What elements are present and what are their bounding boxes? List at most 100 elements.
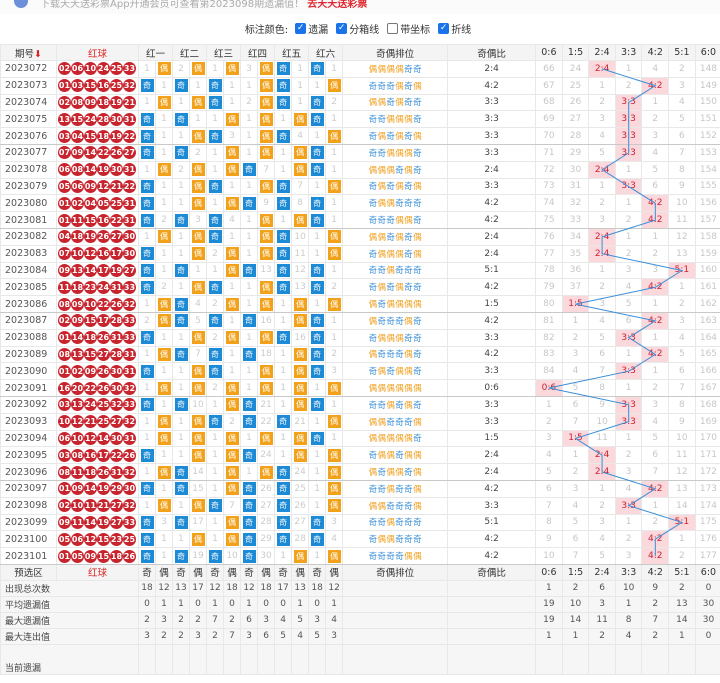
odd-tag: 奇 [276,532,290,546]
ratio-miss-cell: 4 [614,278,643,297]
position-hit-cell: 偶 [154,429,174,448]
position-miss-cell: 1 [154,479,174,498]
position-header-6: 红六 [308,44,344,61]
pattern-glyph: 偶 [368,350,378,361]
even-tag: 偶 [191,62,205,76]
stats-value: 0 [694,579,720,597]
red-ball: 31 [123,431,136,445]
odd-tag: 奇 [208,280,222,294]
footer-odd-even-label: 奇 [240,563,259,581]
position-hit-cell: 偶 [189,429,208,448]
position-hit-cell: 偶 [257,93,276,112]
ratio-miss-cell: 34 [561,227,590,246]
position-miss-cell: 1 [240,177,259,196]
odd-tag: 奇 [140,79,154,93]
legend-option-section-line[interactable]: ✓ 分箱线 [336,21,379,36]
odd-even-ratio: 3:3 [447,143,537,162]
footer-pattern-label: 奇偶排位 [342,563,449,581]
red-ball: 22 [110,213,123,227]
stats-value: 17 [189,579,208,597]
odd-even-ratio: 4:2 [447,345,537,364]
odd-tag: 奇 [310,398,324,412]
issue-header[interactable]: 期号⬇ [0,44,57,61]
ratio-miss-cell: 3 [535,429,563,448]
position-hit-cell: 偶 [189,328,208,347]
ratio-miss-cell: 8 [535,513,563,532]
pattern-glyph: 奇 [386,350,395,361]
pattern-glyph: 奇 [386,81,395,92]
position-hit-cell: 偶 [189,93,208,112]
sort-arrow-icon[interactable]: ⬇ [34,48,42,60]
ratio-col-header: 0:6 [535,44,563,61]
top-notice-link[interactable]: 去天天送彩票 [307,0,368,10]
footer-ratio-col: 5:1 [668,563,696,581]
ratio-miss-cell: 2 [668,295,696,313]
checkbox-icon[interactable]: ✓ [336,22,348,34]
stats-label: 出现总次数 [0,579,139,597]
odd-even-ratio: 2:4 [447,160,537,179]
red-ball: 22 [97,297,110,311]
position-hit-cell: 偶 [189,446,208,465]
red-ball: 30 [110,163,123,177]
position-hit-cell: 奇 [274,328,293,347]
ratio-miss-cell: 3 [668,311,696,330]
ratio-miss-cell: 169 [694,412,720,431]
odd-tag: 奇 [276,95,290,109]
ratio-miss-cell: 8 [668,160,696,179]
position-miss-cell: 1 [274,143,293,162]
current-miss-cell [694,643,720,675]
red-ball: 32 [123,415,136,429]
position-hit-cell: 偶 [325,379,344,397]
pattern-glyph: 奇 [404,64,413,75]
checkbox-icon[interactable]: ✓ [438,22,450,34]
position-hit-cell: 奇 [138,362,156,381]
pattern-glyph: 偶 [386,300,395,311]
checkbox-icon[interactable] [387,22,399,34]
stats-value: 1 [535,627,563,645]
odd-even-pattern: 奇奇偶偶偶奇 [342,143,449,162]
ratio-miss-cell: 3 [561,479,590,498]
red-ball: 27 [97,347,110,361]
red-ball: 24 [97,280,110,294]
red-ball: 21 [97,499,110,513]
red-ball: 06 [71,62,84,76]
red-ball: 07 [58,146,71,160]
position-miss-cell: 1 [325,429,344,448]
position-miss-cell: 8 [291,194,310,213]
stats-value: 13 [291,579,310,597]
pattern-glyph: 偶 [413,300,422,311]
odd-even-pattern: 奇偶奇偶奇偶 [342,177,449,196]
ratio-miss-cell: 153 [694,143,720,162]
position-hit-cell: 偶 [291,211,310,229]
checkbox-icon[interactable]: ✓ [295,22,307,34]
pattern-glyph: 偶 [413,249,422,260]
position-miss-cell: 1 [172,244,191,263]
position-miss-cell: 1 [325,160,344,179]
pattern-glyph: 奇 [404,249,413,260]
stats-value: 3 [154,611,174,629]
legend-option-coordinates[interactable]: 带坐标 [387,21,430,36]
position-hit-cell: 偶 [223,160,242,179]
pattern-glyph: 偶 [386,148,395,159]
legend-option-polyline[interactable]: ✓ 折线 [438,21,471,36]
red-ball: 06 [71,179,84,193]
position-hit-cell: 奇 [240,311,259,330]
odd-tag: 奇 [276,79,290,93]
position-hit-cell: 奇 [172,295,191,313]
odd-tag: 奇 [310,515,324,529]
pattern-glyph: 偶 [386,400,395,411]
red-ball: 25 [110,196,123,210]
legend-option-miss[interactable]: ✓ 遗漏 [295,21,328,36]
ratio-miss-cell: 70 [535,127,563,145]
ratio-miss-cell: 1 [614,345,643,364]
even-tag: 偶 [191,280,205,294]
ratio-hit-cell: 3:3 [614,110,643,129]
position-hit-cell: 奇 [274,463,293,481]
red-ball: 26 [123,448,136,462]
stats-value: 0 [257,595,276,613]
current-miss-cell [668,643,696,675]
position-hit-cell: 奇 [172,395,191,414]
even-tag: 偶 [259,381,273,395]
position-miss-cell: 2 [240,93,259,112]
even-tag: 偶 [191,196,205,210]
